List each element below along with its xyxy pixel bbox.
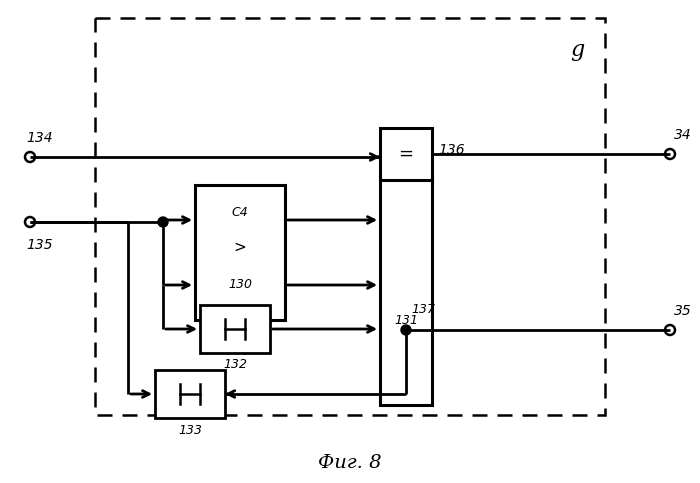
Bar — [95, 18, 605, 415]
Circle shape — [401, 325, 411, 335]
Bar — [200, 305, 270, 353]
Text: 34: 34 — [674, 128, 692, 142]
Text: >: > — [234, 240, 246, 255]
Text: 136: 136 — [438, 143, 465, 157]
Bar — [380, 128, 432, 180]
Bar — [195, 185, 285, 320]
Text: 130: 130 — [228, 279, 252, 292]
Text: 131: 131 — [394, 313, 418, 327]
Text: g: g — [570, 39, 584, 61]
Text: 132: 132 — [223, 358, 247, 371]
Text: Фиг. 8: Фиг. 8 — [318, 454, 382, 472]
Text: 135: 135 — [26, 238, 52, 252]
Bar — [155, 370, 225, 418]
Text: 134: 134 — [26, 131, 52, 145]
Text: 133: 133 — [178, 424, 202, 437]
Circle shape — [158, 217, 168, 227]
Text: 137: 137 — [411, 303, 435, 316]
Text: 35: 35 — [674, 304, 692, 318]
Text: =: = — [398, 145, 414, 163]
Bar — [380, 175, 432, 405]
Text: C4: C4 — [232, 207, 248, 219]
